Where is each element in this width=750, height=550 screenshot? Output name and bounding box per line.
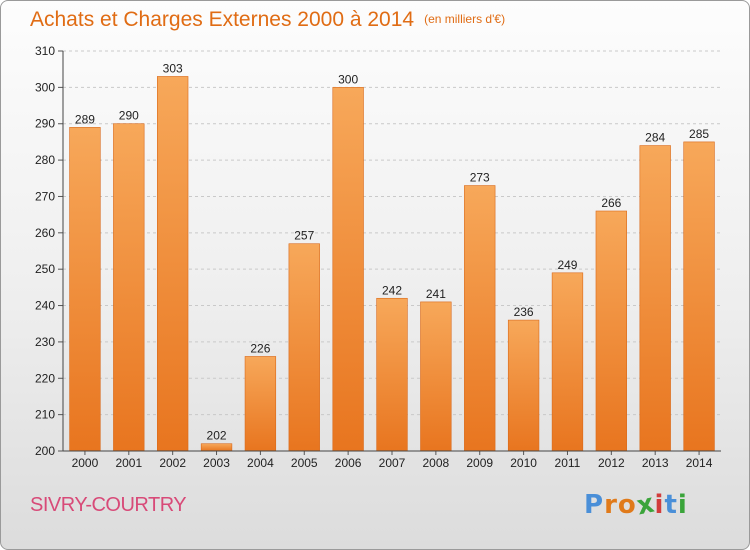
y-tick-label: 230 <box>35 335 55 349</box>
bar <box>551 272 584 452</box>
bar <box>69 127 101 452</box>
y-tick-label: 220 <box>35 371 55 385</box>
city-name: SIVRY-COURTRY <box>30 494 187 516</box>
data-label: 289 <box>75 112 95 126</box>
x-tick-label: 2002 <box>159 456 186 470</box>
data-label: 266 <box>601 196 621 210</box>
data-label: 202 <box>207 429 227 443</box>
logo-letter: i <box>677 490 688 520</box>
x-tick-label: 2011 <box>555 456 581 470</box>
y-tick-label: 290 <box>35 117 55 131</box>
bar <box>420 301 452 452</box>
data-label: 300 <box>338 72 358 86</box>
data-label: 226 <box>250 341 270 355</box>
data-label: 241 <box>426 287 446 301</box>
bar <box>376 297 408 452</box>
y-tick-label: 260 <box>35 226 55 240</box>
x-tick-label: 2008 <box>423 456 450 470</box>
x-tick-label: 2006 <box>335 456 362 470</box>
x-tick-label: 2009 <box>466 456 493 470</box>
y-tick-label: 310 <box>35 44 55 58</box>
x-axis-ticks: 2000 2001 2002 2003 2004 2005 2006 2007 2008 2009… <box>72 451 713 470</box>
data-label: 249 <box>557 258 577 272</box>
x-tick-label: 2014 <box>686 456 713 470</box>
y-tick-label: 300 <box>35 80 55 94</box>
x-tick-label: 2013 <box>642 456 669 470</box>
x-tick-label: 2010 <box>510 456 537 470</box>
y-tick-label: 280 <box>35 153 55 167</box>
bar <box>595 210 627 452</box>
y-tick-label: 210 <box>35 408 55 422</box>
x-tick-label: 2007 <box>379 456 406 470</box>
y-tick-label: 270 <box>35 189 55 203</box>
bar <box>113 123 145 452</box>
bar <box>157 76 189 452</box>
y-axis-ticks: 200 210 220 230 240 250 260 270 280 290 300 310 <box>35 44 63 458</box>
data-label: 303 <box>163 61 183 75</box>
x-tick-label: 2003 <box>203 456 230 470</box>
logo-letter: r <box>604 490 618 520</box>
data-label: 242 <box>382 283 402 297</box>
x-tick-label: 2004 <box>247 456 274 470</box>
bar <box>200 443 233 452</box>
proxiti-logo: Proxiti <box>584 488 688 521</box>
logo-letter: t <box>664 490 678 520</box>
logo-letter: i <box>654 490 665 520</box>
chart-subtitle: (en milliers d'€) <box>424 12 506 26</box>
axes <box>62 51 721 452</box>
chart-title-text: Achats et Charges Externes 2000 à 2014 <box>30 8 415 31</box>
y-tick-label: 200 <box>35 444 55 458</box>
data-labels: 289 290 303 202 226 257 300 242 241 273 236 249 266 2… <box>75 61 709 442</box>
bar <box>639 145 671 452</box>
x-tick-label: 2001 <box>115 456 142 470</box>
bars <box>69 76 715 452</box>
bar <box>683 141 715 452</box>
data-label: 285 <box>689 127 709 141</box>
bar <box>507 319 540 452</box>
x-tick-label: 2000 <box>72 456 99 470</box>
data-label: 284 <box>645 131 665 145</box>
data-label: 257 <box>294 229 314 243</box>
bar <box>288 243 320 452</box>
x-tick-label: 2012 <box>598 456 625 470</box>
chart-title: Achats et Charges Externes 2000 à 2014 (e… <box>30 8 505 32</box>
x-tick-label: 2005 <box>291 456 318 470</box>
logo-letter: o <box>617 490 637 520</box>
bar <box>244 356 277 452</box>
y-tick-label: 250 <box>35 262 55 276</box>
bar <box>464 185 496 452</box>
bar <box>332 87 364 452</box>
logo-letter: P <box>584 490 605 520</box>
data-label: 273 <box>470 171 490 185</box>
y-tick-label: 240 <box>35 299 55 313</box>
data-label: 236 <box>514 305 534 319</box>
data-label: 290 <box>119 109 139 123</box>
